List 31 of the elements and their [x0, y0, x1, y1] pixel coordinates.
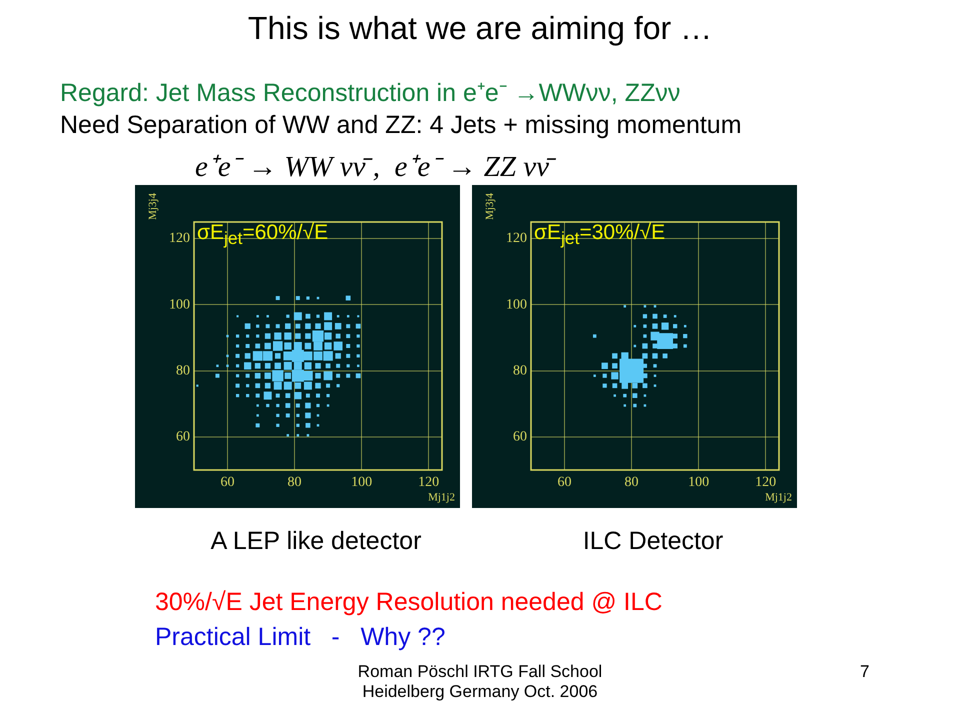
x-tick-label: 100	[688, 475, 710, 490]
x-tick-label: 60	[558, 475, 572, 490]
x-tick-label: 80	[288, 475, 302, 490]
text: 7	[860, 662, 870, 682]
text: 30%/√E Jet Energy Resolution needed @ ILC	[155, 588, 662, 617]
chart-title: σE$_{jet}$=60%/√E	[197, 221, 328, 250]
x-tick-label: 100	[351, 475, 372, 490]
x-axis-title: Mj1j2	[765, 491, 792, 504]
x-axis-title: Mj1j2	[428, 491, 455, 504]
y-tick-label: 120	[169, 231, 190, 246]
text: A LEP like detector	[210, 527, 422, 556]
y-tick-label: 100	[506, 297, 527, 312]
x-tick-label: 80	[624, 475, 639, 490]
y-tick-label: 80	[513, 363, 527, 378]
chart-title: σE$_{jet}$=30%/√E	[534, 221, 666, 250]
text: ILC Detector	[582, 527, 724, 556]
y-axis-title: Mj3j4	[484, 192, 496, 220]
text: This is what we are aiming for …	[246, 10, 714, 47]
x-tick-label: 120	[755, 475, 776, 490]
y-tick-label: 80	[176, 363, 190, 378]
text: Need Separation of WW and ZZ: 4 Jets + missing momentum	[60, 111, 742, 140]
text: Regard: Jet Mass Reconstruction in e⁺e⁻ →WWνν, ZZνν	[60, 78, 680, 108]
y-axis-title: Mj3j4	[146, 192, 159, 220]
text: Roman Pöschl IRTG Fall School Heidelberg Germany Oct. 2006	[356, 662, 604, 702]
x-tick-label: 120	[418, 475, 440, 490]
y-tick-label: 120	[506, 231, 527, 246]
y-tick-label: 100	[169, 297, 190, 312]
x-tick-label: 60	[220, 475, 235, 490]
text: Practical Limit - Why ??	[155, 623, 446, 652]
y-tick-label: 60	[513, 430, 527, 445]
y-tick-label: 60	[176, 430, 190, 445]
